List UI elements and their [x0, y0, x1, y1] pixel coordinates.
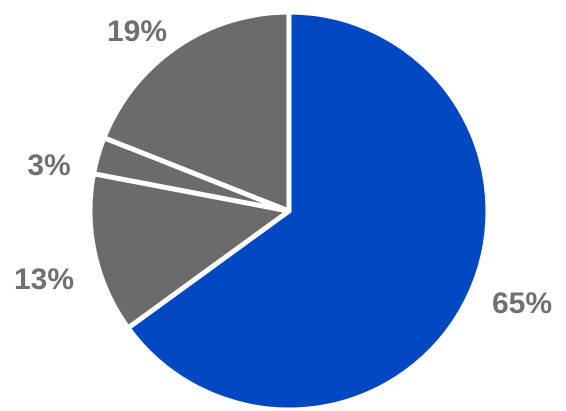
pie-label-65-percent: 65% [492, 287, 552, 320]
pie-label-19-percent: 19% [107, 15, 167, 48]
pie-slice-13-percent [87, 171, 292, 331]
pie-labels: 65% 13% 3% 19% [14, 15, 552, 320]
pie-label-3-percent: 3% [27, 149, 70, 182]
pie-label-13-percent: 13% [14, 263, 74, 296]
pie-slice-19-percent [101, 9, 292, 214]
pie-slices [87, 9, 491, 411]
pie-slice-65-percent [125, 9, 491, 411]
